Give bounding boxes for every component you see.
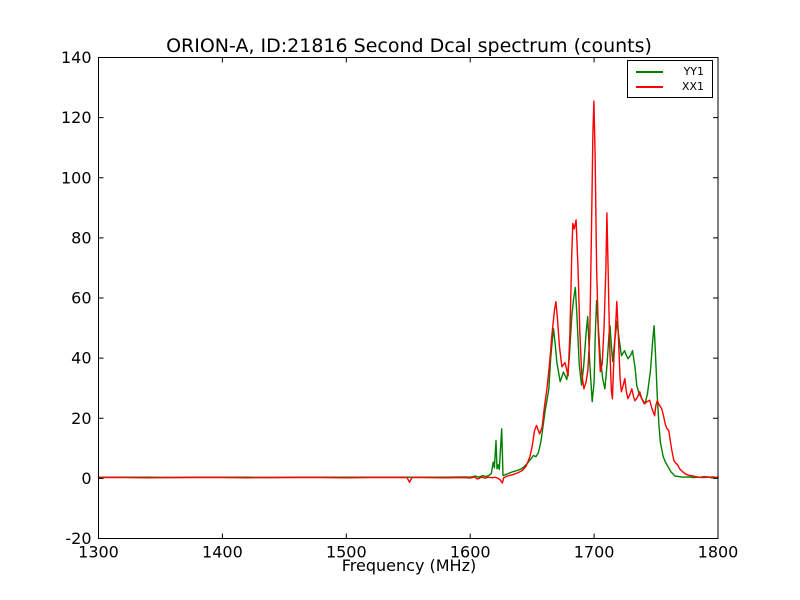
legend-line-sample-xx1 <box>636 85 663 88</box>
y-tick-label: 0 <box>81 469 91 488</box>
x-axis-label: Frequency (MHz) <box>341 556 477 575</box>
plot-area <box>98 57 718 539</box>
y-tick-label: 100 <box>61 168 92 187</box>
y-tick-label: 120 <box>61 108 92 127</box>
x-tick-label: 1700 <box>574 543 615 562</box>
y-tick-label: 40 <box>71 349 91 368</box>
x-tick-label: 1800 <box>698 543 739 562</box>
legend: YY1 XX1 <box>627 60 713 98</box>
y-tick-label: 140 <box>61 48 92 67</box>
legend-entry-yy1: YY1 <box>628 64 712 79</box>
legend-entry-xx1: XX1 <box>628 79 712 94</box>
y-tick-label: -20 <box>65 529 91 548</box>
chart-title: ORION-A, ID:21816 Second Dcal spectrum (… <box>166 35 652 57</box>
y-tick-label: 60 <box>71 289 91 308</box>
legend-label-yy1: YY1 <box>683 65 704 78</box>
x-tick-label: 1500 <box>326 543 367 562</box>
legend-line-sample-yy1 <box>636 70 663 73</box>
series-line-xx1 <box>97 100 719 484</box>
y-tick-label: 20 <box>71 409 91 428</box>
y-tick-label: 80 <box>71 228 91 247</box>
x-tick-label: 1300 <box>78 543 119 562</box>
x-tick-label: 1600 <box>450 543 491 562</box>
x-tick-label: 1400 <box>202 543 243 562</box>
series-line-yy1 <box>97 286 719 479</box>
legend-label-xx1: XX1 <box>681 80 704 93</box>
